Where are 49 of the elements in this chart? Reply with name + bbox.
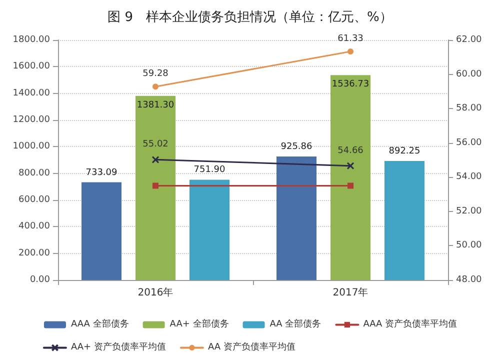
- legend-label: AA 全部债务: [270, 318, 322, 330]
- legend-label: AAA 资产负债率平均值: [363, 318, 458, 330]
- data-label: 59.28: [142, 69, 169, 80]
- x-tick-label: 2017年: [332, 286, 368, 298]
- y-tick-label: 0.00: [30, 275, 50, 285]
- point: [348, 182, 354, 189]
- data-label: 1381.30: [136, 100, 174, 110]
- y-tick-label: 1600.00: [12, 62, 50, 72]
- x-tick-label: 2016年: [138, 286, 174, 298]
- point: [152, 182, 158, 189]
- y2-tick-label: 48.00: [456, 275, 482, 285]
- y-tick-label: 200.00: [18, 248, 50, 258]
- bar: [330, 75, 370, 280]
- data-label: 55.02: [142, 140, 168, 150]
- y2-tick-label: 56.00: [456, 138, 482, 148]
- bar: [190, 180, 230, 280]
- bar: [82, 182, 122, 280]
- bar: [276, 156, 316, 280]
- point: [152, 156, 160, 164]
- y2-tick-label: 50.00: [456, 240, 482, 251]
- y-tick-label: 1200.00: [12, 115, 50, 125]
- y-tick-label: 1400.00: [12, 88, 50, 98]
- y2-tick-label: 62.00: [456, 35, 482, 45]
- data-label: 751.90: [194, 165, 226, 176]
- legend-label: AA+ 资产负债率平均值: [70, 342, 166, 353]
- data-label: 1536.73: [332, 80, 370, 90]
- legend-label: AA+ 全部债务: [170, 318, 229, 330]
- point: [346, 162, 354, 170]
- legend-label: AAA 全部债务: [70, 318, 129, 330]
- legend-label: AA 资产负债率平均值: [208, 342, 296, 353]
- data-label: 892.25: [388, 146, 420, 157]
- point: [152, 84, 158, 90]
- y-tick-label: 1000.00: [12, 142, 50, 152]
- y-tick-label: 800.00: [18, 168, 50, 178]
- data-label: 61.33: [338, 34, 364, 44]
- bar: [136, 96, 176, 280]
- y2-tick-label: 58.00: [456, 104, 482, 114]
- chart-title: 图 9 样本企业债务负担情况（单位：亿元、%）: [108, 10, 392, 25]
- point: [348, 48, 354, 54]
- data-label: 733.09: [86, 168, 118, 178]
- data-label: 54.66: [338, 146, 364, 156]
- y-tick-label: 400.00: [18, 222, 50, 232]
- y-tick-label: 600.00: [18, 195, 50, 205]
- y2-tick-label: 54.00: [456, 172, 482, 182]
- data-label: 925.86: [280, 142, 313, 152]
- y-tick-label: 1800.00: [12, 35, 50, 45]
- y2-tick-label: 60.00: [456, 69, 482, 80]
- bar: [384, 161, 424, 280]
- y2-tick-label: 52.00: [456, 206, 482, 216]
